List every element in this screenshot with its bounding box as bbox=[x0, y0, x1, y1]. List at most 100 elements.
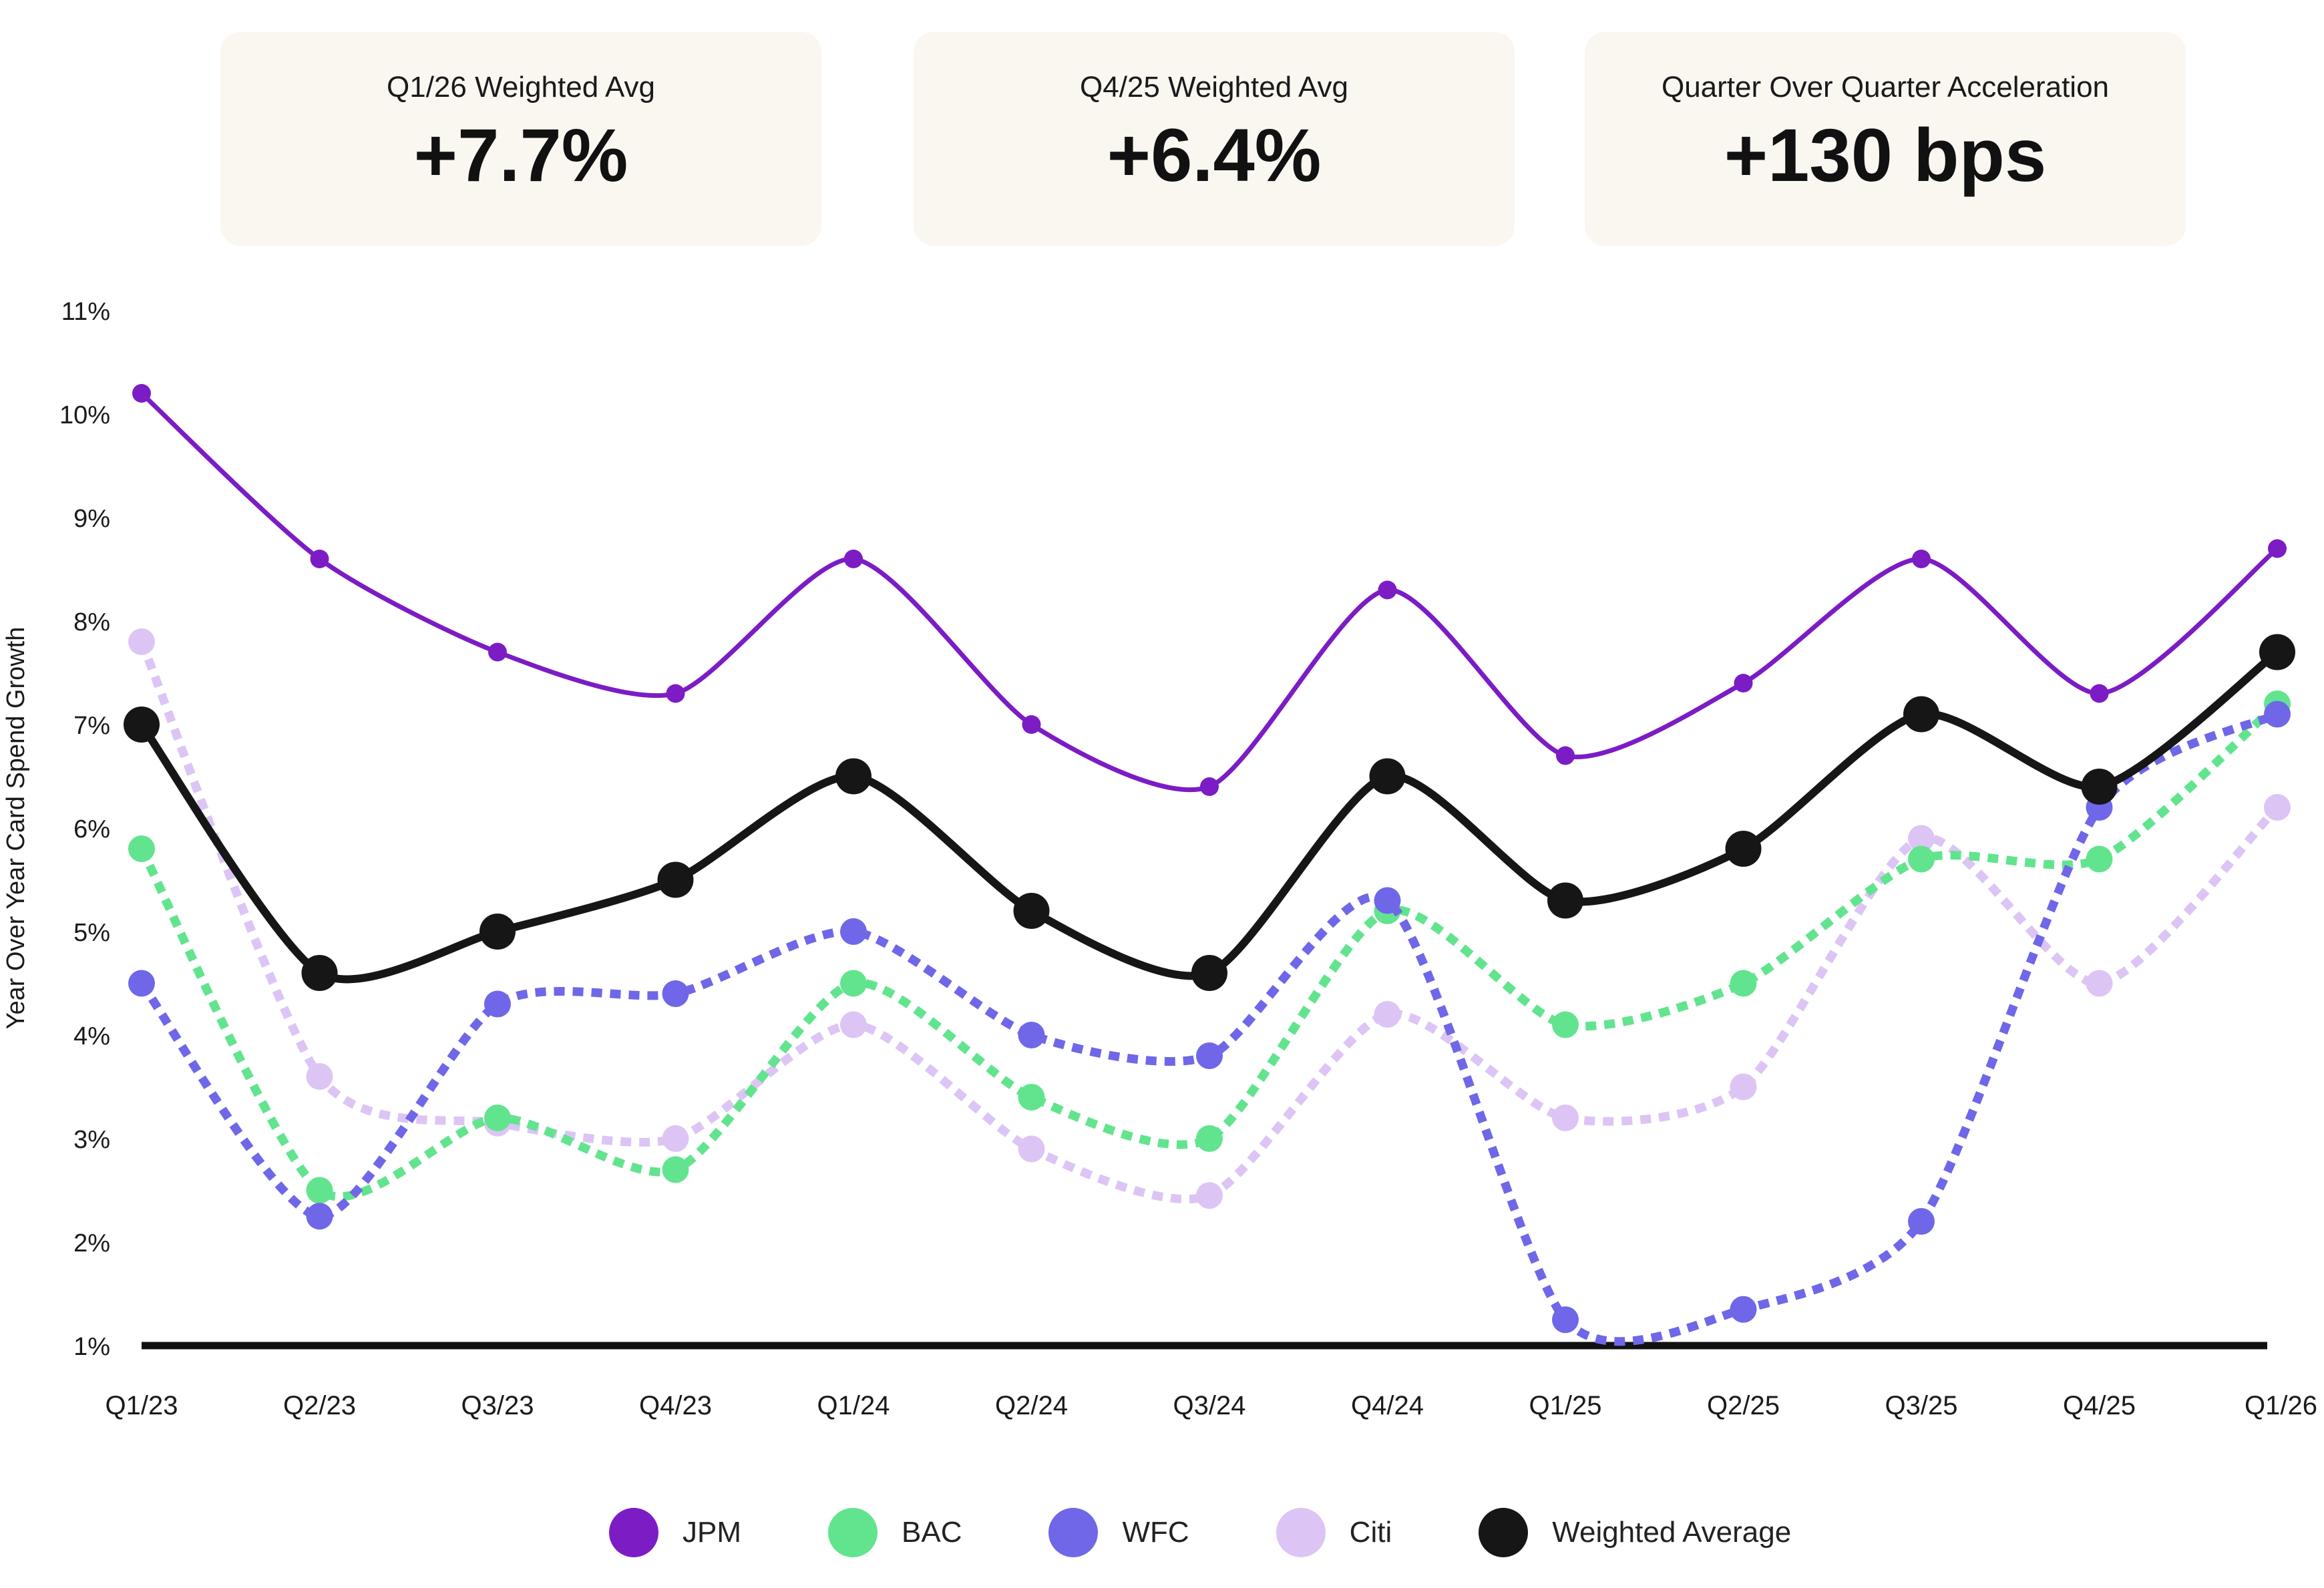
data-point-weighted-average bbox=[124, 707, 160, 743]
data-point-weighted-average bbox=[1013, 893, 1050, 929]
data-point-wfc bbox=[1552, 1306, 1579, 1334]
series-jpm bbox=[132, 384, 2287, 796]
series-line-jpm bbox=[139, 391, 2280, 793]
data-point-citi bbox=[1908, 825, 1935, 852]
series-line-weighted-average bbox=[138, 648, 2281, 984]
y-tick-label: 2% bbox=[73, 1229, 110, 1257]
x-tick-label: Q2/23 bbox=[283, 1391, 356, 1420]
data-point-wfc bbox=[1908, 1208, 1935, 1235]
data-point-weighted-average bbox=[1725, 831, 1762, 867]
series-citi bbox=[128, 628, 2291, 1209]
legend-item-citi: Citi bbox=[1276, 1508, 1392, 1557]
y-tick-label: 4% bbox=[73, 1022, 110, 1050]
data-point-citi bbox=[2086, 970, 2113, 997]
legend-swatch bbox=[828, 1508, 878, 1557]
x-tick-label: Q3/25 bbox=[1885, 1391, 1958, 1420]
data-point-bac bbox=[128, 835, 155, 862]
legend: JPM BAC WFC Citi Weighted Average bbox=[609, 1506, 1791, 1559]
line-chart: 1% 2% 3% 4% 5% 6% 7% 8% 9% 10% 11% Q1/23 Q2/23 Q3/23… bbox=[2, 298, 2317, 1420]
data-point-jpm bbox=[1912, 550, 1931, 568]
data-point-citi bbox=[2264, 794, 2291, 821]
legend-item-wfc: WFC bbox=[1048, 1508, 1189, 1557]
y-tick-label: 6% bbox=[73, 815, 110, 843]
data-point-wfc bbox=[662, 980, 689, 1007]
legend-label: Citi bbox=[1349, 1516, 1392, 1549]
kpi-value: +7.7% bbox=[413, 114, 628, 197]
legend-label: Weighted Average bbox=[1552, 1516, 1792, 1549]
kpi-card-qoq-acceleration: Quarter Over Quarter Acceleration +130 b… bbox=[1585, 32, 2186, 246]
data-point-weighted-average bbox=[1191, 955, 1227, 991]
data-point-jpm bbox=[2090, 684, 2109, 703]
data-point-weighted-average bbox=[301, 955, 338, 991]
data-point-bac bbox=[840, 970, 867, 997]
data-point-bac bbox=[1730, 970, 1757, 997]
kpi-value: +130 bps bbox=[1724, 114, 2047, 197]
legend-swatch bbox=[609, 1508, 658, 1557]
kpi-label: Quarter Over Quarter Acceleration bbox=[1661, 71, 2110, 104]
x-tick-label: Q1/25 bbox=[1529, 1391, 1602, 1420]
data-point-weighted-average bbox=[1903, 696, 1939, 733]
data-point-citi bbox=[840, 1011, 867, 1038]
x-tick-label: Q3/23 bbox=[461, 1391, 534, 1420]
y-axis-label: Year Over Year Card Spend Growth bbox=[2, 627, 30, 1030]
series-line-bac bbox=[138, 701, 2281, 1201]
data-point-wfc bbox=[840, 918, 867, 945]
y-tick-label: 8% bbox=[73, 608, 110, 636]
data-point-weighted-average bbox=[479, 914, 516, 950]
data-point-wfc bbox=[2264, 701, 2291, 728]
series-weighted-average bbox=[124, 634, 2295, 991]
kpi-value: +6.4% bbox=[1107, 114, 1322, 197]
y-tick-label: 10% bbox=[59, 401, 110, 429]
data-point-wfc bbox=[1196, 1042, 1223, 1069]
data-point-jpm bbox=[1200, 777, 1219, 796]
data-point-bac bbox=[1196, 1125, 1223, 1152]
series-line-wfc bbox=[138, 710, 2280, 1346]
data-point-wfc bbox=[1730, 1296, 1757, 1323]
data-point-citi bbox=[1730, 1073, 1757, 1101]
y-tick-label: 11% bbox=[61, 298, 110, 326]
legend-item-weighted-average: Weighted Average bbox=[1479, 1508, 1791, 1557]
legend-item-jpm: JPM bbox=[609, 1508, 741, 1557]
x-tick-label: Q1/26 bbox=[2245, 1391, 2317, 1420]
x-axis-ticks: Q1/23 Q2/23 Q3/23 Q4/23 Q1/24 Q2/24 Q3/24 Q4/24… bbox=[106, 1391, 2317, 1420]
data-point-jpm bbox=[1022, 715, 1041, 734]
data-point-citi bbox=[1196, 1182, 1223, 1209]
y-tick-label: 1% bbox=[73, 1333, 110, 1361]
data-point-jpm bbox=[132, 384, 151, 403]
data-point-bac bbox=[662, 1156, 689, 1183]
x-tick-label: Q4/24 bbox=[1351, 1391, 1424, 1420]
data-point-wfc bbox=[484, 990, 511, 1018]
data-point-bac bbox=[1018, 1084, 1045, 1111]
x-tick-label: Q4/23 bbox=[639, 1391, 712, 1420]
legend-label: JPM bbox=[683, 1516, 741, 1549]
data-point-weighted-average bbox=[1547, 882, 1583, 919]
data-point-weighted-average bbox=[835, 758, 872, 795]
x-tick-label: Q3/24 bbox=[1173, 1391, 1246, 1420]
x-tick-label: Q4/25 bbox=[2063, 1391, 2136, 1420]
x-tick-label: Q1/23 bbox=[106, 1391, 178, 1420]
data-point-jpm bbox=[488, 642, 507, 662]
data-point-citi bbox=[662, 1125, 689, 1152]
kpi-label: Q4/25 Weighted Avg bbox=[1080, 71, 1348, 104]
x-tick-label: Q1/24 bbox=[817, 1391, 890, 1420]
legend-label: BAC bbox=[902, 1516, 962, 1549]
legend-swatch bbox=[1479, 1508, 1529, 1557]
data-point-jpm bbox=[666, 684, 685, 703]
data-point-jpm bbox=[1556, 746, 1575, 765]
data-point-jpm bbox=[310, 550, 329, 568]
data-point-jpm bbox=[1378, 580, 1397, 600]
series-wfc bbox=[128, 701, 2291, 1346]
legend-label: WFC bbox=[1122, 1516, 1189, 1549]
series-layer bbox=[124, 384, 2295, 1346]
data-point-citi bbox=[128, 628, 155, 655]
kpi-card-q4-25: Q4/25 Weighted Avg +6.4% bbox=[914, 32, 1515, 246]
data-point-bac bbox=[1552, 1011, 1579, 1038]
legend-item-bac: BAC bbox=[828, 1508, 962, 1557]
y-axis-ticks: 1% 2% 3% 4% 5% 6% 7% 8% 9% 10% 11% bbox=[59, 298, 110, 1361]
data-point-wfc bbox=[1374, 887, 1401, 914]
data-point-citi bbox=[1018, 1135, 1045, 1163]
data-point-weighted-average bbox=[1369, 758, 1406, 795]
y-tick-label: 5% bbox=[73, 919, 110, 947]
kpi-label: Q1/26 Weighted Avg bbox=[387, 71, 655, 104]
y-tick-label: 3% bbox=[73, 1126, 110, 1154]
